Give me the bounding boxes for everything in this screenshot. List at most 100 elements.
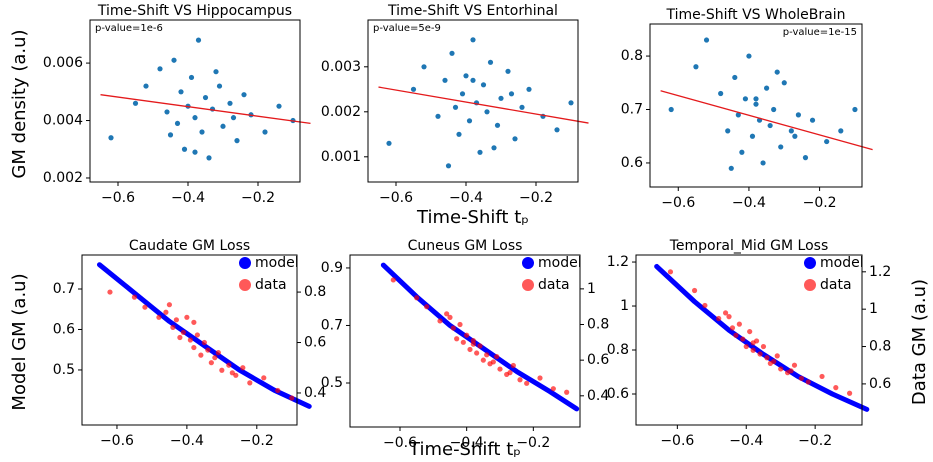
data-point — [722, 310, 729, 316]
point — [838, 128, 844, 134]
x-tick-label: −0.6 — [101, 190, 135, 206]
point — [470, 77, 476, 83]
data-point — [194, 332, 200, 338]
point — [386, 140, 392, 146]
y2-tick-label: 0.4 — [304, 385, 326, 401]
y-tick-label: 0.9 — [321, 260, 343, 276]
point — [795, 112, 802, 118]
data-point — [229, 370, 235, 376]
point — [498, 95, 504, 101]
x-tick-label: −0.4 — [732, 195, 766, 211]
point — [781, 80, 787, 86]
data-point — [447, 314, 453, 320]
y2-tick-label: 0.8 — [587, 317, 609, 333]
data-point — [733, 332, 739, 338]
data-point — [474, 350, 480, 356]
chart-title: Time-Shift VS Hippocampus — [97, 3, 292, 19]
plot-frame — [89, 19, 301, 183]
data-point — [201, 339, 207, 346]
point — [508, 91, 515, 97]
point — [202, 94, 209, 101]
plot-frame — [649, 23, 863, 188]
x-tick-label: −0.6 — [379, 190, 413, 206]
data-point — [198, 352, 204, 358]
point — [725, 128, 731, 134]
data-point — [798, 375, 804, 381]
point — [262, 129, 268, 135]
data-point — [757, 351, 763, 357]
data-point — [788, 368, 794, 374]
x-tick-label: −0.2 — [803, 195, 837, 211]
point — [459, 91, 466, 97]
point — [276, 103, 282, 109]
chart-title: Caudate GM Loss — [129, 238, 250, 254]
x-tick-label: −0.6 — [661, 195, 695, 211]
y-tick-label: 0.8 — [607, 342, 629, 358]
y2-tick-label: 1.2 — [869, 264, 891, 280]
legend-label: model — [820, 255, 864, 271]
legend-label: model — [538, 255, 582, 271]
point — [505, 68, 511, 74]
plot-frame — [367, 19, 579, 183]
plot-frame — [81, 254, 298, 426]
data-point — [490, 359, 496, 365]
x-tick-label: −0.6 — [100, 433, 134, 449]
data-point — [747, 328, 753, 335]
data-point — [289, 395, 295, 401]
data-point — [497, 366, 503, 372]
point — [487, 59, 494, 65]
chart-title: Time-Shift VS WholeBrain — [666, 7, 846, 23]
chart-title: Temporal_Mid GM Loss — [669, 238, 829, 254]
point — [852, 106, 858, 113]
model-curve — [96, 262, 312, 409]
data-point — [444, 311, 450, 317]
legend-marker — [522, 279, 534, 291]
y-axis-label: Model GM (a.u) — [9, 273, 30, 410]
data-point — [212, 355, 218, 361]
data-point — [736, 321, 742, 327]
point — [213, 69, 219, 75]
point — [494, 122, 501, 128]
point — [195, 37, 202, 43]
data-point — [667, 269, 674, 275]
point — [568, 100, 574, 106]
point — [477, 149, 483, 155]
fit-line — [660, 90, 873, 151]
y-tick-label: 0.004 — [43, 113, 83, 129]
data-point — [191, 319, 197, 325]
data-point — [156, 314, 162, 320]
point — [554, 127, 560, 133]
point — [484, 109, 490, 115]
legend-marker — [239, 257, 251, 269]
x-tick-label: −0.4 — [450, 435, 484, 451]
data-point — [424, 304, 430, 310]
data-point — [477, 343, 483, 349]
x-tick-label: −0.2 — [240, 433, 274, 449]
y-tick-label: 0.7 — [53, 281, 75, 297]
point — [519, 104, 525, 110]
y-tick-label: 1 — [620, 298, 629, 314]
data-point — [564, 389, 570, 395]
y2-tick-label: 0.8 — [304, 284, 326, 300]
point — [463, 73, 469, 79]
data-point — [470, 337, 476, 344]
y-tick-label: 0.6 — [53, 321, 75, 337]
point — [241, 92, 247, 98]
data-point — [833, 385, 839, 391]
data-point — [450, 325, 456, 331]
data-point — [750, 340, 756, 346]
data-point — [226, 362, 232, 368]
chart-title: Time-Shift VS Entorhinal — [387, 3, 558, 19]
y2-tick-label: 0.6 — [304, 335, 326, 351]
legend-label: model — [255, 255, 299, 271]
data-point — [208, 360, 214, 366]
annotation: p-value=5e-9 — [373, 23, 441, 34]
point — [167, 132, 174, 138]
point — [774, 69, 780, 75]
point — [760, 160, 766, 166]
point — [749, 133, 756, 139]
point — [746, 53, 752, 59]
data-point — [550, 386, 556, 392]
point — [456, 131, 462, 137]
y2-tick-label: 0.6 — [869, 376, 891, 392]
